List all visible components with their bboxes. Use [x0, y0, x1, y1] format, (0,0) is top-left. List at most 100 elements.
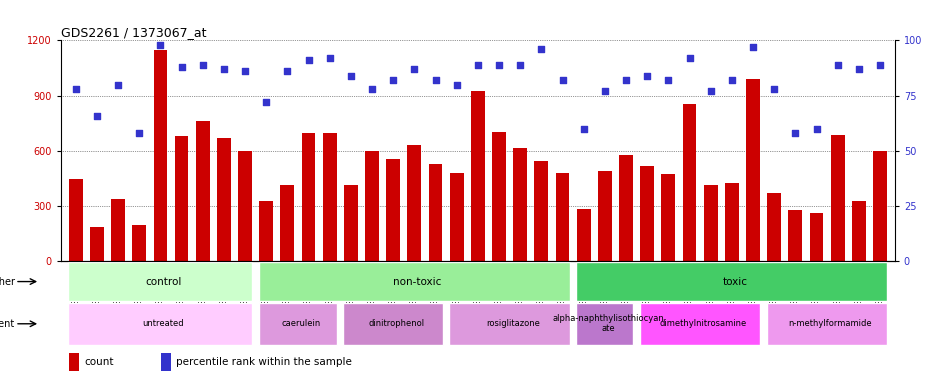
Bar	[238, 151, 252, 262]
Bar	[661, 174, 675, 262]
Bar	[258, 303, 337, 345]
Point	[300, 57, 315, 63]
Bar	[534, 161, 548, 262]
Bar	[619, 155, 632, 262]
Bar	[407, 146, 421, 262]
Bar	[259, 201, 272, 262]
Bar	[196, 121, 210, 262]
Bar	[597, 171, 611, 262]
Text: n-methylformamide: n-methylformamide	[787, 319, 871, 328]
Point	[554, 77, 569, 83]
Point	[364, 86, 379, 92]
Point	[766, 86, 781, 92]
Point	[639, 73, 654, 79]
Bar	[639, 166, 653, 262]
Text: dimethylnitrosamine: dimethylnitrosamine	[659, 319, 746, 328]
Point	[787, 130, 802, 136]
Point	[386, 77, 401, 83]
Text: toxic: toxic	[722, 276, 747, 286]
Point	[428, 77, 443, 83]
Bar	[90, 227, 104, 262]
Bar	[555, 173, 569, 262]
Text: dinitrophenol: dinitrophenol	[368, 319, 424, 328]
Point	[258, 99, 273, 105]
Bar	[787, 210, 801, 262]
Bar	[386, 159, 400, 262]
Bar	[323, 133, 336, 262]
Point	[512, 61, 527, 68]
Point	[597, 88, 612, 94]
Point	[534, 46, 548, 52]
Bar	[745, 79, 759, 262]
Bar	[161, 353, 170, 371]
Bar	[449, 173, 463, 262]
Bar	[258, 262, 569, 301]
Bar	[111, 199, 124, 262]
Bar	[703, 185, 717, 262]
Bar	[830, 135, 843, 262]
Point	[110, 81, 125, 88]
Text: control: control	[145, 276, 182, 286]
Bar	[301, 133, 315, 262]
Point	[238, 68, 253, 74]
Text: other: other	[0, 276, 15, 286]
Text: count: count	[84, 357, 113, 367]
Point	[808, 126, 823, 132]
Point	[724, 77, 739, 83]
Text: alpha-naphthylisothiocyan
ate: alpha-naphthylisothiocyan ate	[551, 314, 664, 333]
Text: GDS2261 / 1373067_at: GDS2261 / 1373067_at	[61, 26, 206, 39]
Point	[470, 61, 485, 68]
Point	[406, 66, 421, 72]
Bar	[766, 303, 886, 345]
Point	[174, 64, 189, 70]
Bar	[767, 193, 781, 262]
Bar	[365, 151, 378, 262]
Point	[491, 61, 506, 68]
Bar	[576, 262, 886, 301]
Bar	[428, 164, 442, 262]
Bar	[577, 209, 590, 262]
Bar	[682, 104, 695, 262]
Bar	[68, 262, 252, 301]
Bar	[724, 183, 738, 262]
Point	[89, 113, 104, 119]
Bar	[217, 138, 230, 262]
Bar	[68, 179, 82, 262]
Point	[576, 126, 591, 132]
Bar	[280, 185, 294, 262]
Bar	[68, 303, 252, 345]
Text: non-toxic: non-toxic	[393, 276, 441, 286]
Bar	[809, 213, 823, 262]
Point	[618, 77, 633, 83]
Point	[153, 42, 168, 48]
Bar	[344, 303, 443, 345]
Bar	[174, 136, 188, 262]
Text: rosiglitazone: rosiglitazone	[486, 319, 539, 328]
Text: caerulein: caerulein	[281, 319, 320, 328]
Point	[851, 66, 866, 72]
Point	[871, 61, 886, 68]
Point	[280, 68, 295, 74]
Point	[660, 77, 675, 83]
Text: untreated: untreated	[142, 319, 184, 328]
Bar	[513, 148, 527, 262]
Point	[702, 88, 717, 94]
Point	[448, 81, 463, 88]
Point	[343, 73, 358, 79]
Point	[195, 61, 210, 68]
Bar	[471, 91, 484, 262]
Bar	[576, 303, 633, 345]
Point	[745, 44, 760, 50]
Point	[322, 55, 337, 61]
Bar	[154, 50, 168, 262]
Bar	[491, 132, 505, 262]
Bar	[449, 303, 569, 345]
Bar	[851, 201, 865, 262]
Point	[216, 66, 231, 72]
Point	[829, 61, 844, 68]
Text: agent: agent	[0, 319, 15, 329]
Point	[132, 130, 147, 136]
Point	[681, 55, 696, 61]
Bar	[872, 151, 886, 262]
Bar	[344, 185, 358, 262]
